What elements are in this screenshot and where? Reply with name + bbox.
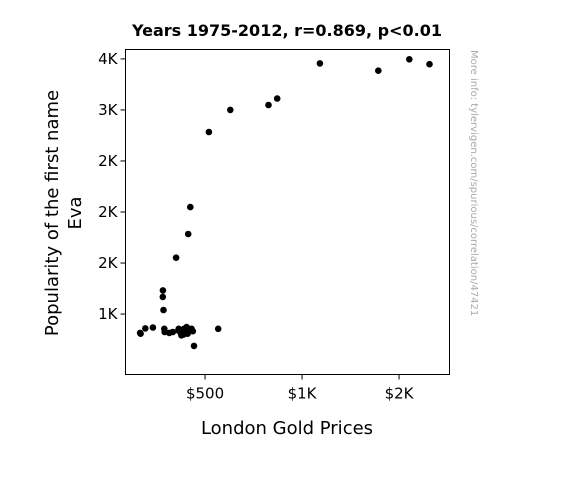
source-note: More info: tylervigen.com/spurious/corre… <box>468 50 479 316</box>
data-point-11 <box>172 254 180 261</box>
data-point-30 <box>227 106 234 114</box>
data-point-22 <box>184 330 191 338</box>
data-point-36 <box>426 60 433 68</box>
data-point-3 <box>149 324 157 331</box>
y-axis-label: Popularity of the first name Eva <box>42 90 86 336</box>
data-point-4 <box>159 293 167 301</box>
y-tick-label-3: 2K <box>98 152 119 170</box>
y-tick-label-0: 1K <box>98 305 119 323</box>
data-point-35 <box>406 56 413 63</box>
y-tick-label-1: 2K <box>98 254 119 272</box>
data-point-5 <box>159 287 167 294</box>
y-axis-label-line2: Eva <box>65 196 86 229</box>
x-tick-label-1: $1K <box>288 385 318 403</box>
y-axis-ticks: 1K 2K 2K 2K 3K 4K <box>98 50 126 323</box>
data-point-24 <box>187 203 194 211</box>
x-tick-label-2: $2K <box>385 385 415 403</box>
y-tick-label-4: 3K <box>98 101 119 119</box>
data-point-2 <box>142 325 149 332</box>
data-point-33 <box>316 60 324 67</box>
chart-title: Years 1975-2012, r=0.869, p<0.01 <box>131 21 442 40</box>
x-tick-label-0: $500 <box>186 385 224 403</box>
data-point-10 <box>169 328 177 336</box>
plot-area-frame <box>125 49 450 375</box>
data-point-34 <box>375 67 382 74</box>
data-point-27 <box>190 342 198 350</box>
y-tick-label-5: 4K <box>98 50 119 68</box>
x-axis-ticks: $500 $1K $2K <box>186 374 415 403</box>
data-point-28 <box>205 128 213 136</box>
data-point-6 <box>160 306 167 314</box>
y-axis-label-line1: Popularity of the first name <box>42 90 63 336</box>
data-point-1 <box>137 330 144 338</box>
data-point-31 <box>265 101 272 109</box>
y-tick-label-2: 2K <box>98 203 119 221</box>
data-point-26 <box>189 327 197 335</box>
data-point-32 <box>273 95 281 102</box>
data-points <box>136 56 433 350</box>
x-axis-label: London Gold Prices <box>201 418 373 439</box>
data-point-29 <box>214 325 222 333</box>
data-point-23 <box>184 230 192 238</box>
